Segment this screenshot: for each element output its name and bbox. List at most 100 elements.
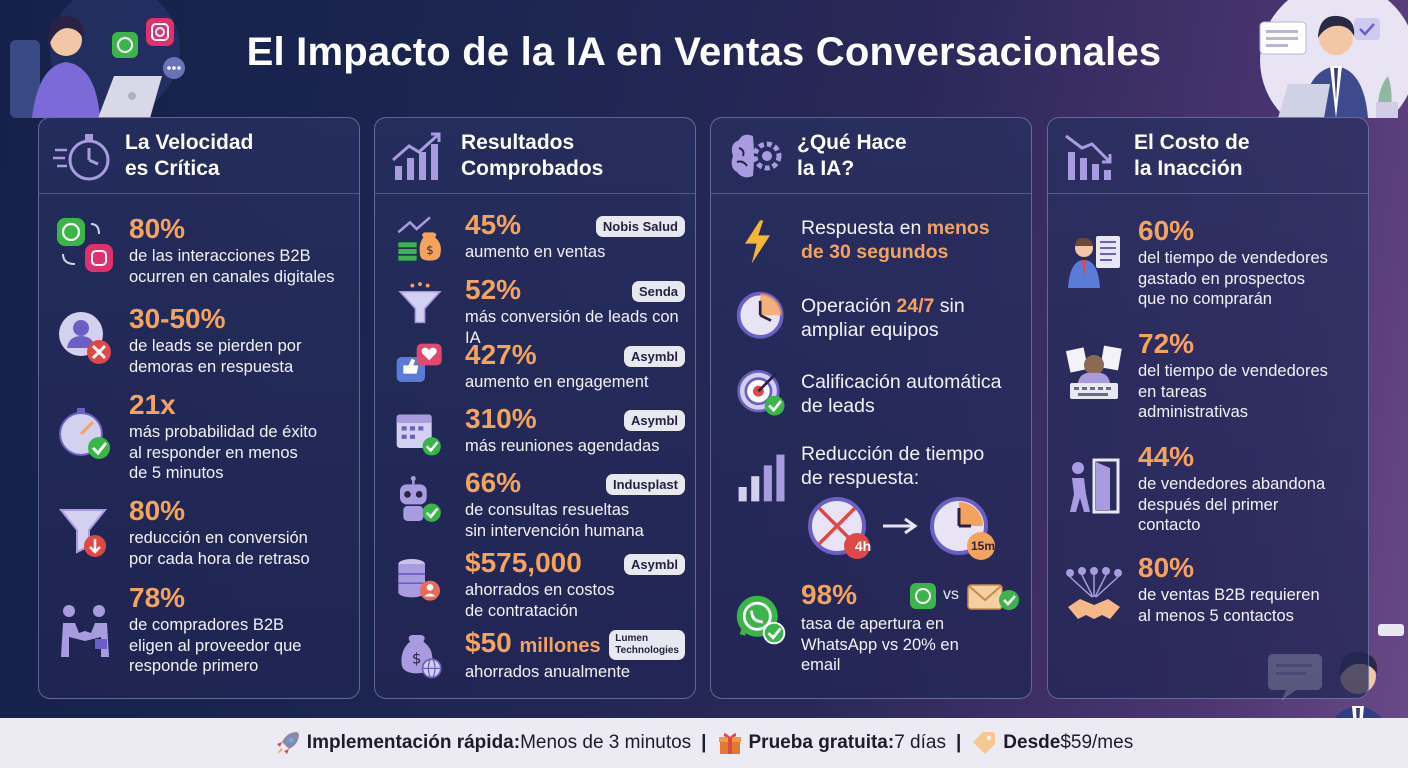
trial-value: 7 días (894, 732, 946, 753)
whatsapp-instagram-icon (57, 218, 113, 272)
svg-text:$: $ (412, 649, 422, 667)
panel-ai-does: ¿Qué Hace la IA? Respuesta en menos de 3… (710, 117, 1032, 699)
panel-title: ¿Qué Hace la IA? (797, 131, 907, 180)
stat-value: 78% (129, 582, 186, 613)
versus-label: vs (943, 586, 959, 603)
price-label: Desde (1003, 732, 1061, 753)
implementation-value: Menos de 3 minutos (520, 732, 692, 753)
stat-description: ahorrados anualmente (465, 663, 631, 681)
stat-description: del tiempo de vendedores gastado en pros… (1138, 249, 1328, 308)
funnel-icon (398, 282, 442, 324)
stat-value: 427% (465, 339, 537, 370)
source-badge: Nobis Salud (595, 216, 685, 237)
source-badge: Asymbl (624, 410, 685, 431)
robot-check-icon (400, 476, 441, 522)
stat-value: 80% (129, 213, 186, 244)
stat-description: aumento en engagement (465, 373, 649, 391)
before-time-label: 4h (854, 538, 872, 554)
stat-description: más reuniones agendadas (465, 437, 660, 455)
stopwatch-icon (53, 134, 110, 181)
stat-description: reducción en conversión por cada hora de… (129, 529, 310, 568)
stat-description: de ventas B2B requieren al menos 5 conta… (1138, 586, 1320, 625)
calendar-check-icon (396, 414, 441, 456)
footer-bar: Implementación rápida: Menos de 3 minuto… (0, 718, 1408, 768)
stat-description: más conversión de leads con IA (465, 308, 679, 347)
panel-header: ¿Qué Hace la IA? (711, 118, 1031, 194)
stat-value: 44% (1138, 441, 1195, 472)
stat-value: 98% (801, 579, 858, 610)
stat-description: aumento en ventas (465, 243, 606, 261)
whatsapp-check-icon (736, 595, 786, 645)
stopwatch-check-icon (59, 408, 110, 459)
stat-value: 52% (465, 274, 522, 305)
stat-value: $50 millones (465, 627, 601, 658)
clock-icon (736, 291, 784, 339)
feature-text: Reducción de tiempo de respuesta: (801, 443, 985, 489)
stat-description: de leads se pierden por demoras en respu… (129, 337, 302, 376)
clock-crossed-icon (808, 497, 870, 559)
handshake-people-icon (61, 605, 109, 657)
target-check-icon (737, 370, 785, 416)
stat-description: del tiempo de vendedores en tareas admin… (1138, 362, 1328, 421)
svg-text:$: $ (426, 243, 433, 257)
source-badge: Asymbl (624, 554, 685, 575)
declining-chart-icon (1065, 134, 1112, 180)
source-badge: Lumen Technologies (609, 630, 685, 660)
source-badge: Senda (631, 281, 685, 302)
stat-description: de compradores B2B eligen al proveedor q… (129, 616, 302, 675)
money-bag-globe-icon: $ (401, 635, 442, 679)
like-heart-icon (396, 343, 442, 382)
user-blocked-icon (59, 312, 111, 364)
stat-value: 66% (465, 467, 522, 498)
panel-header: El Costo de la Inacción (1048, 118, 1368, 194)
bar-chart-icon (738, 454, 785, 502)
person-leaving-door-icon (1070, 458, 1120, 514)
panel-header: Resultados Comprobados (375, 118, 695, 194)
stat-value: $575,000 (465, 547, 582, 578)
handshake-network-icon (1066, 567, 1122, 619)
arrow-right-icon (883, 517, 918, 535)
after-time-label: 15m (970, 539, 996, 553)
implementation-label: Implementación rápida: (306, 732, 521, 753)
feature-text: Operación 24/7 sin ampliar equipos (801, 295, 965, 341)
stressed-worker-icon (1068, 236, 1120, 288)
stat-value: 30-50% (129, 303, 226, 334)
panel-results: Resultados Comprobados $ 45% Nobis Salud… (374, 117, 696, 699)
stat-value: 60% (1138, 215, 1195, 246)
gift-icon (717, 730, 743, 756)
rocket-icon (275, 730, 301, 756)
feature-text: Respuesta en menos de 30 segundos (801, 217, 990, 263)
lightning-icon (745, 220, 770, 264)
stat-description: más probabilidad de éxito al responder e… (129, 423, 318, 482)
whatsapp-icon (910, 583, 936, 609)
feature-text: Calificación automática de leads (801, 371, 1002, 417)
money-growth-icon: $ (397, 216, 441, 261)
email-check-icon (967, 584, 1019, 610)
price-value: $59/mes (1060, 732, 1134, 753)
brain-gear-icon (731, 134, 782, 178)
panel-title: La Velocidad es Crítica (125, 131, 254, 180)
woman-with-laptop-illustration (10, 0, 185, 118)
stat-description: de consultas resueltas sin intervención … (465, 501, 644, 540)
page-title: El Impacto de la IA en Ventas Conversaci… (246, 30, 1162, 74)
source-badge: Indusplast (605, 474, 685, 495)
panel-inaction-cost: El Costo de la Inacción 60% del tiempo d… (1047, 117, 1369, 699)
stat-value: 80% (129, 495, 186, 526)
stat-description: ahorrados en costos de contratación (465, 581, 615, 620)
stat-value: 45% (465, 209, 522, 240)
growth-chart-icon (392, 132, 441, 180)
funnel-down-icon (58, 509, 108, 557)
separator: | (955, 732, 962, 753)
separator: | (701, 732, 707, 753)
paperwork-overload-icon (1065, 345, 1122, 399)
stat-description: de vendedores abandona después del prime… (1138, 475, 1326, 534)
coins-person-icon (398, 559, 440, 601)
panel-title: Resultados Comprobados (461, 131, 604, 180)
panel-speed: La Velocidad es Crítica 80% de las inter… (38, 117, 360, 699)
stat-value: 21x (129, 389, 176, 420)
stat-value: 72% (1138, 328, 1195, 359)
stat-description: tasa de apertura en WhatsApp vs 20% en e… (801, 615, 959, 674)
price-tag-icon (971, 730, 997, 756)
panel-title: El Costo de la Inacción (1134, 131, 1250, 180)
businessman-top-illustration (1259, 0, 1408, 118)
